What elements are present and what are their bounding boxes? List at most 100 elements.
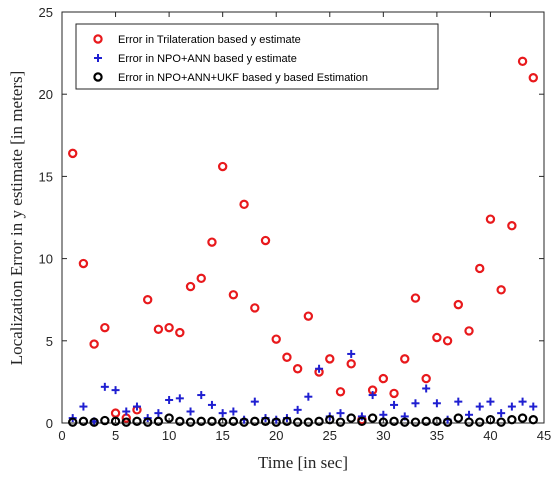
- npo-ann-point: [347, 349, 356, 358]
- trilateration-point: [196, 273, 206, 284]
- trilateration-point: [217, 161, 228, 172]
- trilateration-point: [400, 354, 410, 364]
- npo-ann-point: [411, 399, 420, 408]
- npo-ann-ukf-point: [314, 416, 324, 427]
- npo-ann-point: [132, 402, 141, 411]
- npo-ann-ukf-point: [442, 417, 453, 427]
- y-tick-label: 25: [39, 5, 53, 20]
- trilateration-point: [464, 326, 474, 336]
- trilateration-point: [271, 334, 281, 344]
- trilateration-point: [153, 324, 164, 334]
- legend-npo-ann-ukf-label: Error in NPO+ANN+UKF based y based Estim…: [118, 72, 368, 84]
- trilateration-point: [507, 221, 517, 231]
- npo-ann-point: [197, 391, 206, 400]
- npo-ann-point: [529, 402, 538, 411]
- trilateration-point: [410, 293, 421, 303]
- trilateration-point: [475, 263, 485, 274]
- npo-ann-point: [518, 397, 527, 406]
- npo-ann-ukf-point: [239, 417, 249, 427]
- trilateration-point: [335, 387, 346, 397]
- trilateration-point: [239, 199, 249, 210]
- npo-ann-point: [154, 409, 163, 418]
- npo-ann-ukf-point: [346, 413, 356, 423]
- y-tick-label: 10: [39, 252, 53, 267]
- y-tick-label: 5: [46, 334, 53, 349]
- trilateration-point: [453, 299, 464, 310]
- x-tick-label: 0: [58, 428, 65, 443]
- npo-ann-ukf-point: [132, 416, 142, 427]
- npo-ann-point: [390, 400, 399, 409]
- npo-ann-ukf-point: [196, 416, 206, 427]
- x-tick-label: 45: [537, 428, 551, 443]
- legend-npo-ann-ukf-marker: [93, 72, 103, 82]
- npo-ann-point: [207, 400, 216, 409]
- trilateration-point: [517, 56, 528, 67]
- npo-ann-point: [507, 402, 516, 411]
- x-tick-label: 35: [430, 428, 444, 443]
- legend-box: [75, 23, 439, 90]
- npo-ann-ukf-point: [260, 416, 271, 427]
- npo-ann-point: [304, 392, 313, 401]
- y-tick-label: 20: [39, 87, 53, 102]
- series-3: [68, 413, 538, 427]
- npo-ann-ukf-point: [367, 413, 378, 423]
- npo-ann-ukf-point: [410, 417, 421, 427]
- npo-ann-point: [186, 407, 195, 416]
- npo-ann-ukf-point: [282, 416, 292, 427]
- x-tick-label: 25: [323, 428, 337, 443]
- npo-ann-point: [454, 397, 463, 406]
- trilateration-point: [346, 359, 356, 369]
- legend-trilateration-label: Error in Trilateration based y estimate: [118, 34, 301, 46]
- trilateration-point: [485, 214, 496, 224]
- npo-ann-ukf-point: [250, 416, 260, 427]
- npo-ann-point: [111, 386, 120, 395]
- trilateration-point: [496, 285, 506, 295]
- npo-ann-ukf-point: [185, 417, 196, 427]
- trilateration-point: [164, 322, 174, 333]
- data-marks: [68, 56, 538, 427]
- npo-ann-ukf-point: [207, 416, 217, 427]
- trilateration-point: [175, 327, 185, 338]
- npo-ann-point: [475, 402, 484, 411]
- trilateration-point: [389, 388, 399, 399]
- npo-ann-point: [336, 409, 345, 418]
- legend-trilateration-marker: [93, 34, 103, 44]
- npo-ann-ukf-point: [271, 417, 281, 427]
- npo-ann-ukf-point: [164, 413, 174, 423]
- legend-npo-ann-label: Error in NPO+ANN based y estimate: [118, 53, 297, 65]
- npo-ann-ukf-point: [153, 416, 164, 427]
- x-tick-label: 5: [112, 428, 119, 443]
- trilateration-point: [421, 373, 431, 384]
- npo-ann-point: [379, 410, 388, 419]
- npo-ann-point: [229, 407, 238, 416]
- npo-ann-ukf-point: [142, 417, 153, 427]
- npo-ann-point: [100, 382, 109, 391]
- npo-ann-point: [218, 409, 227, 418]
- trilateration-point: [89, 339, 99, 349]
- npo-ann-ukf-point: [292, 417, 303, 427]
- npo-ann-ukf-point: [528, 415, 538, 425]
- npo-ann-ukf-point: [121, 417, 131, 427]
- npo-ann-point: [165, 395, 174, 404]
- npo-ann-point: [422, 384, 431, 393]
- npo-ann-ukf-point: [464, 417, 474, 427]
- x-tick-label: 30: [376, 428, 390, 443]
- trilateration-point: [292, 364, 303, 374]
- npo-ann-ukf-point: [507, 415, 517, 425]
- x-tick-label: 10: [162, 428, 176, 443]
- x-tick-label: 20: [269, 428, 283, 443]
- trilateration-point: [185, 281, 196, 292]
- npo-ann-point: [357, 412, 366, 421]
- npo-ann-ukf-point: [475, 417, 485, 427]
- npo-ann-point: [250, 397, 259, 406]
- x-tick-label: 40: [483, 428, 497, 443]
- npo-ann-ukf-point: [421, 416, 431, 427]
- trilateration-point: [250, 303, 260, 313]
- npo-ann-point: [486, 397, 495, 406]
- axis-ticks: 0 5 10 15 20 25 30 35 40 45 0 5 10 15 20 25: [39, 5, 552, 443]
- npo-ann-ukf-point: [175, 416, 185, 427]
- npo-ann-ukf-point: [303, 417, 314, 427]
- y-tick-label: 15: [39, 169, 53, 184]
- npo-ann-ukf-point: [389, 416, 399, 427]
- trilateration-point: [432, 332, 442, 343]
